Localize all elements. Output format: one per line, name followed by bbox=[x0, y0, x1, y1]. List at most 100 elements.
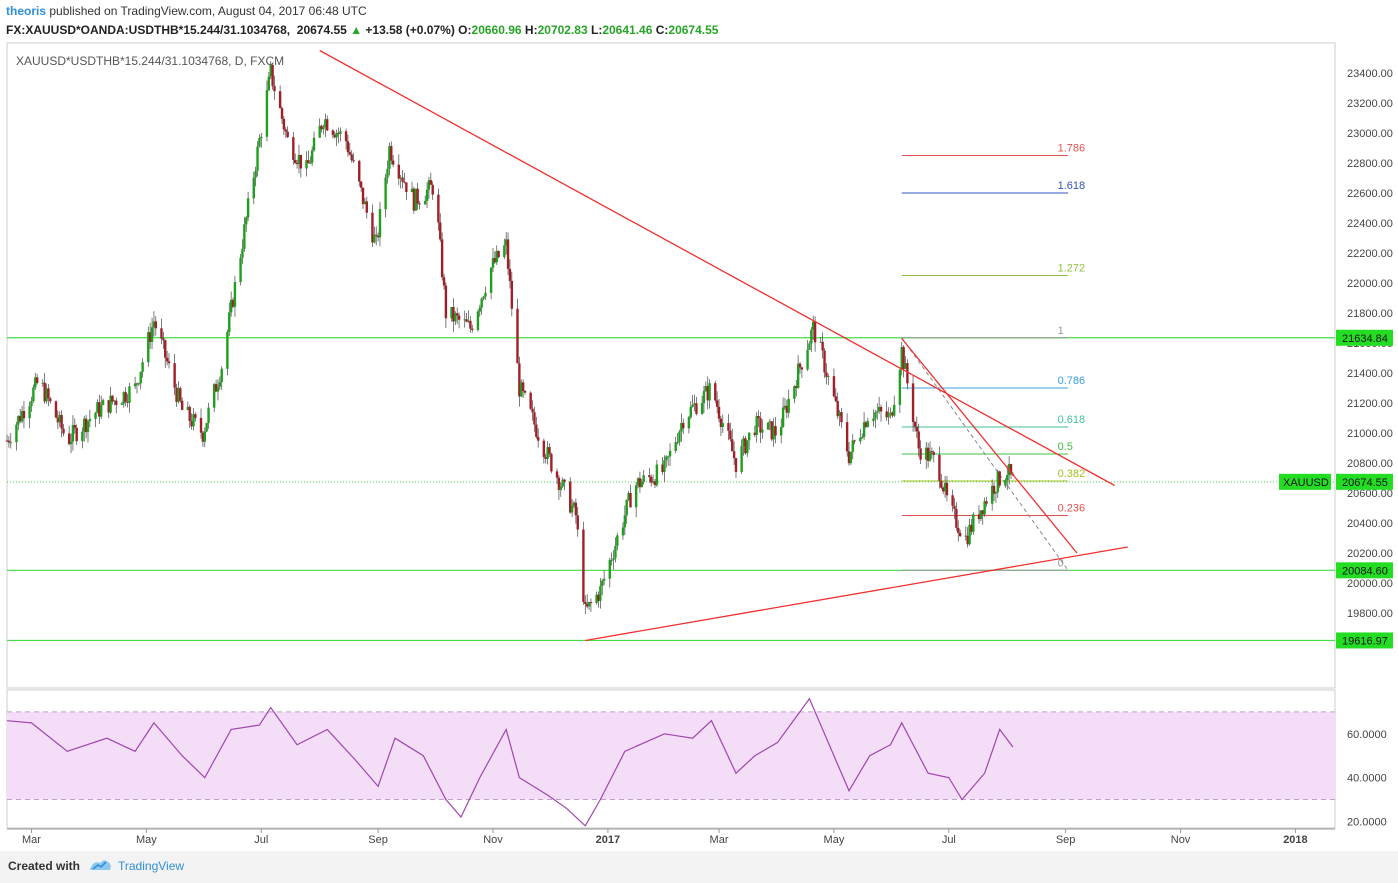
rsi-tick-label: 20.0000 bbox=[1347, 816, 1387, 828]
candle-body bbox=[94, 413, 97, 419]
candle-body bbox=[678, 431, 681, 443]
candle-body bbox=[653, 481, 657, 486]
fib-level-label: 1.618 bbox=[1058, 180, 1086, 192]
candle-body bbox=[113, 400, 116, 402]
candle-body bbox=[753, 432, 757, 436]
candle-body bbox=[906, 363, 909, 384]
candle-body bbox=[535, 424, 538, 437]
x-tick-label: 2017 bbox=[596, 834, 620, 846]
candle-body bbox=[981, 510, 984, 515]
candle-body bbox=[213, 384, 216, 408]
candle-body bbox=[20, 410, 24, 422]
candle-body bbox=[386, 168, 389, 178]
price-pane[interactable] bbox=[6, 42, 1336, 689]
level-badge bbox=[1336, 632, 1393, 649]
candle-body bbox=[71, 425, 75, 442]
x-tick-label: Jul bbox=[942, 834, 956, 846]
candle-body bbox=[866, 421, 870, 427]
candle-body bbox=[640, 482, 644, 488]
candle-body bbox=[964, 535, 967, 537]
candle-body bbox=[152, 321, 156, 328]
candle-body bbox=[845, 422, 849, 452]
candle-body bbox=[742, 438, 745, 447]
candle-body bbox=[932, 452, 935, 455]
candle-body bbox=[827, 376, 830, 378]
candle-body bbox=[674, 442, 677, 451]
candle-body bbox=[574, 502, 578, 516]
fib-level-label: 0.786 bbox=[1058, 375, 1086, 387]
candle-body bbox=[333, 134, 336, 138]
candle-body bbox=[469, 320, 472, 329]
candle-body bbox=[911, 383, 915, 422]
candle-body bbox=[54, 401, 58, 418]
candle-body bbox=[732, 451, 736, 459]
rsi-tick-label: 60.0000 bbox=[1347, 729, 1387, 741]
candle-body bbox=[35, 377, 39, 384]
y-tick-label: 20000.00 bbox=[1347, 578, 1393, 590]
candle-body bbox=[781, 407, 785, 427]
candle-body bbox=[787, 398, 790, 413]
candle-body bbox=[318, 125, 321, 138]
candle-body bbox=[139, 371, 142, 384]
candle-body bbox=[456, 313, 459, 316]
chart-canvas[interactable]: 1.786 1.618 1.272 1 0.786 0.618 0.5 0.382 0.236 0… bbox=[0, 0, 1398, 851]
candle-body bbox=[585, 603, 589, 607]
candle-body bbox=[390, 146, 393, 161]
high-value: 20702.83 bbox=[537, 23, 588, 37]
author-link[interactable]: theoris bbox=[6, 4, 47, 18]
candle-body bbox=[297, 154, 301, 165]
candle-body bbox=[913, 421, 917, 427]
candle-body bbox=[239, 257, 242, 283]
candle-body bbox=[476, 311, 480, 330]
candle-body bbox=[706, 386, 709, 401]
x-tick-label: Mar bbox=[710, 834, 729, 846]
candle-body bbox=[661, 464, 664, 472]
candle-body bbox=[917, 431, 920, 449]
ohlc-line: FX:XAUUSD*OANDA:USDTHB*15.244/31.1034768… bbox=[6, 23, 718, 37]
candle-body bbox=[576, 515, 579, 530]
candle-body bbox=[425, 189, 429, 201]
tradingview-link[interactable]: TradingView bbox=[118, 859, 185, 873]
candle-body bbox=[245, 217, 248, 225]
fib-level-label: 1 bbox=[1058, 325, 1064, 337]
candle-body bbox=[15, 424, 18, 443]
candle-body bbox=[834, 396, 838, 402]
candle-body bbox=[625, 499, 628, 516]
candle-body bbox=[943, 482, 947, 492]
candle-body bbox=[188, 406, 191, 422]
candle-body bbox=[548, 447, 551, 454]
candle-body bbox=[278, 91, 282, 109]
candle-body bbox=[137, 383, 141, 385]
candle-body bbox=[877, 406, 881, 412]
footer: Created with TradingView bbox=[0, 851, 1398, 883]
candle-body bbox=[254, 170, 257, 178]
candle-body bbox=[399, 177, 402, 179]
candle-body bbox=[410, 188, 414, 193]
candle-body bbox=[966, 535, 969, 545]
candle-body bbox=[310, 150, 314, 163]
candle-body bbox=[796, 363, 800, 388]
candle-body bbox=[201, 432, 205, 442]
candle-body bbox=[766, 422, 770, 430]
candle-body bbox=[860, 436, 864, 438]
candle-body bbox=[746, 440, 749, 454]
candle-body bbox=[599, 586, 602, 601]
candle-body bbox=[930, 451, 934, 453]
candle-body bbox=[825, 372, 828, 377]
candle-body bbox=[941, 487, 945, 492]
candle-body bbox=[721, 423, 725, 427]
last-price: 20674.55 bbox=[296, 23, 347, 37]
fib-level-label: 0 bbox=[1058, 557, 1064, 569]
candle-body bbox=[972, 514, 975, 532]
candle-body bbox=[414, 188, 417, 211]
candle-body bbox=[373, 234, 376, 243]
candle-body bbox=[162, 338, 165, 341]
candle-body bbox=[889, 412, 892, 414]
last-price-badge-label: 20674.55 bbox=[1342, 477, 1388, 489]
candle-body bbox=[953, 505, 956, 509]
candle-body bbox=[812, 321, 815, 330]
candle-body bbox=[84, 418, 88, 433]
candle-body bbox=[352, 160, 355, 162]
candle-body bbox=[384, 177, 387, 210]
x-tick-label: Mar bbox=[22, 834, 41, 846]
